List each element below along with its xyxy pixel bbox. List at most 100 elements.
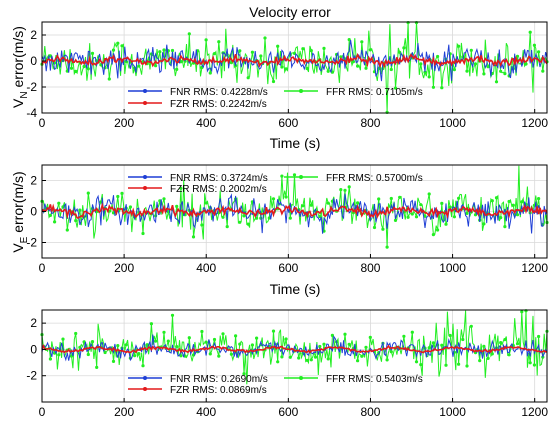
series-marker-ffr xyxy=(347,342,351,346)
series-marker-ffr xyxy=(191,235,196,239)
series-marker-ffr xyxy=(191,61,196,65)
x-tick-label: 1000 xyxy=(439,261,466,275)
series-marker-ffr xyxy=(457,44,461,48)
y-label-sub: E xyxy=(19,236,30,243)
series-marker-ffr xyxy=(503,338,507,342)
legend-label-ffr: FFR RMS: 0.5700m/s xyxy=(326,173,423,184)
series-marker-ffr xyxy=(528,30,532,34)
series-marker-ffr xyxy=(494,80,499,84)
series-marker-ffr xyxy=(511,203,515,207)
series-marker-ffr xyxy=(414,215,419,219)
series-marker-ffr xyxy=(128,205,132,209)
series-marker-ffr xyxy=(457,362,461,366)
series-marker-ffr xyxy=(74,69,78,73)
series-marker-ffr xyxy=(368,335,372,339)
series-marker-ffr xyxy=(90,51,95,56)
series-marker-ffr xyxy=(288,216,292,220)
series-line-fnr xyxy=(41,193,548,234)
series-marker-ffr xyxy=(414,360,419,364)
legend-label-fnr: FNR RMS: 0.4228m/s xyxy=(170,87,268,98)
series-marker-ffr xyxy=(318,344,322,349)
series-marker-ffr xyxy=(389,196,393,201)
series-marker-ffr xyxy=(503,225,507,229)
series-marker-ffr xyxy=(410,330,414,334)
series-marker-ffr xyxy=(238,49,242,53)
series-marker-ffr xyxy=(499,69,503,73)
series-marker-ffr xyxy=(162,197,166,201)
series-marker-ffr xyxy=(212,337,217,342)
series-marker-ffr xyxy=(364,345,368,349)
series-marker-ffr xyxy=(465,69,469,73)
series-marker-ffr xyxy=(444,363,448,367)
series-line-fzr xyxy=(41,202,548,220)
series-marker-ffr xyxy=(271,197,276,201)
x-tick-label: 200 xyxy=(114,116,134,130)
series-marker-ffr xyxy=(436,228,440,232)
legend-entry-fzr: FZR RMS: 0.2002m/s xyxy=(128,184,267,195)
series-marker-ffr xyxy=(116,194,120,199)
series-marker-ffr xyxy=(234,334,238,338)
series-marker-ffr xyxy=(86,352,90,357)
series-marker-ffr xyxy=(368,48,372,52)
series-marker-ffr xyxy=(154,339,158,343)
series-marker-ffr xyxy=(520,310,524,314)
series-marker-ffr xyxy=(149,322,153,326)
y-tick-label: 2 xyxy=(30,316,37,330)
series-marker-ffr xyxy=(528,361,532,365)
legend-label-fzr: FZR RMS: 0.0869m/s xyxy=(170,385,267,396)
x-tick-label: 400 xyxy=(196,261,216,275)
velocity-north-panel: 0 200 400 600 800 1000 1200 -4 -2 0 2 Time (s) VN… xyxy=(10,21,549,151)
plot-frame xyxy=(41,309,548,403)
series-marker-ffr xyxy=(284,337,288,341)
series-marker-ffr xyxy=(158,50,162,54)
series-marker-ffr xyxy=(69,66,74,70)
series-marker-ffr xyxy=(537,334,541,339)
series-marker-ffr xyxy=(473,62,478,66)
series-marker-ffr xyxy=(389,67,393,72)
series-marker-ffr xyxy=(339,55,343,59)
series-marker-ffr xyxy=(385,358,389,362)
series-marker-ffr xyxy=(111,359,116,363)
series-marker-ffr xyxy=(133,354,137,358)
x-tick-label: 200 xyxy=(114,261,134,275)
series-marker-ffr xyxy=(170,48,175,53)
series-marker-ffr xyxy=(250,50,254,54)
series-layer xyxy=(40,165,549,249)
series-marker-ffr xyxy=(436,54,440,59)
series-marker-ffr xyxy=(276,44,280,48)
x-tick-label: 1200 xyxy=(521,261,548,275)
series-marker-ffr xyxy=(95,365,99,369)
series-marker-ffr xyxy=(499,341,503,345)
series-marker-ffr xyxy=(170,313,175,317)
series-marker-ffr xyxy=(326,201,330,205)
x-tick-label: 0 xyxy=(39,405,46,419)
y-tick-label: -2 xyxy=(26,236,37,250)
series-marker-ffr xyxy=(410,212,414,216)
series-marker-ffr xyxy=(292,51,297,56)
series-line-fzr xyxy=(41,52,548,69)
series-marker-ffr xyxy=(212,52,217,56)
series-marker-ffr xyxy=(427,75,431,79)
series-marker-ffr xyxy=(360,40,364,44)
series-marker-ffr xyxy=(330,333,334,337)
series-marker-ffr xyxy=(452,68,456,72)
series-marker-ffr xyxy=(381,227,385,231)
series-marker-ffr xyxy=(465,364,469,368)
x-tick-label: 0 xyxy=(39,116,46,130)
x-tick-label: 800 xyxy=(360,261,380,275)
series-marker-ffr xyxy=(221,215,225,219)
series-marker-ffr xyxy=(162,330,166,334)
series-marker-ffr xyxy=(486,356,490,360)
legend-entry-fnr: FNR RMS: 0.2690m/s xyxy=(128,374,268,385)
series-marker-ffr xyxy=(507,199,511,204)
y-label-sub: N xyxy=(19,91,30,98)
series-marker-ffr xyxy=(86,67,90,71)
series-layer xyxy=(40,309,549,385)
series-marker-ffr xyxy=(541,69,545,73)
series-marker-ffr xyxy=(406,21,410,25)
y-tick-label: -2 xyxy=(26,369,37,383)
series-marker-ffr xyxy=(322,342,326,346)
y-label-rest: error(m/s) xyxy=(10,26,26,91)
x-tick-label: 600 xyxy=(278,405,298,419)
series-marker-ffr xyxy=(431,85,435,89)
